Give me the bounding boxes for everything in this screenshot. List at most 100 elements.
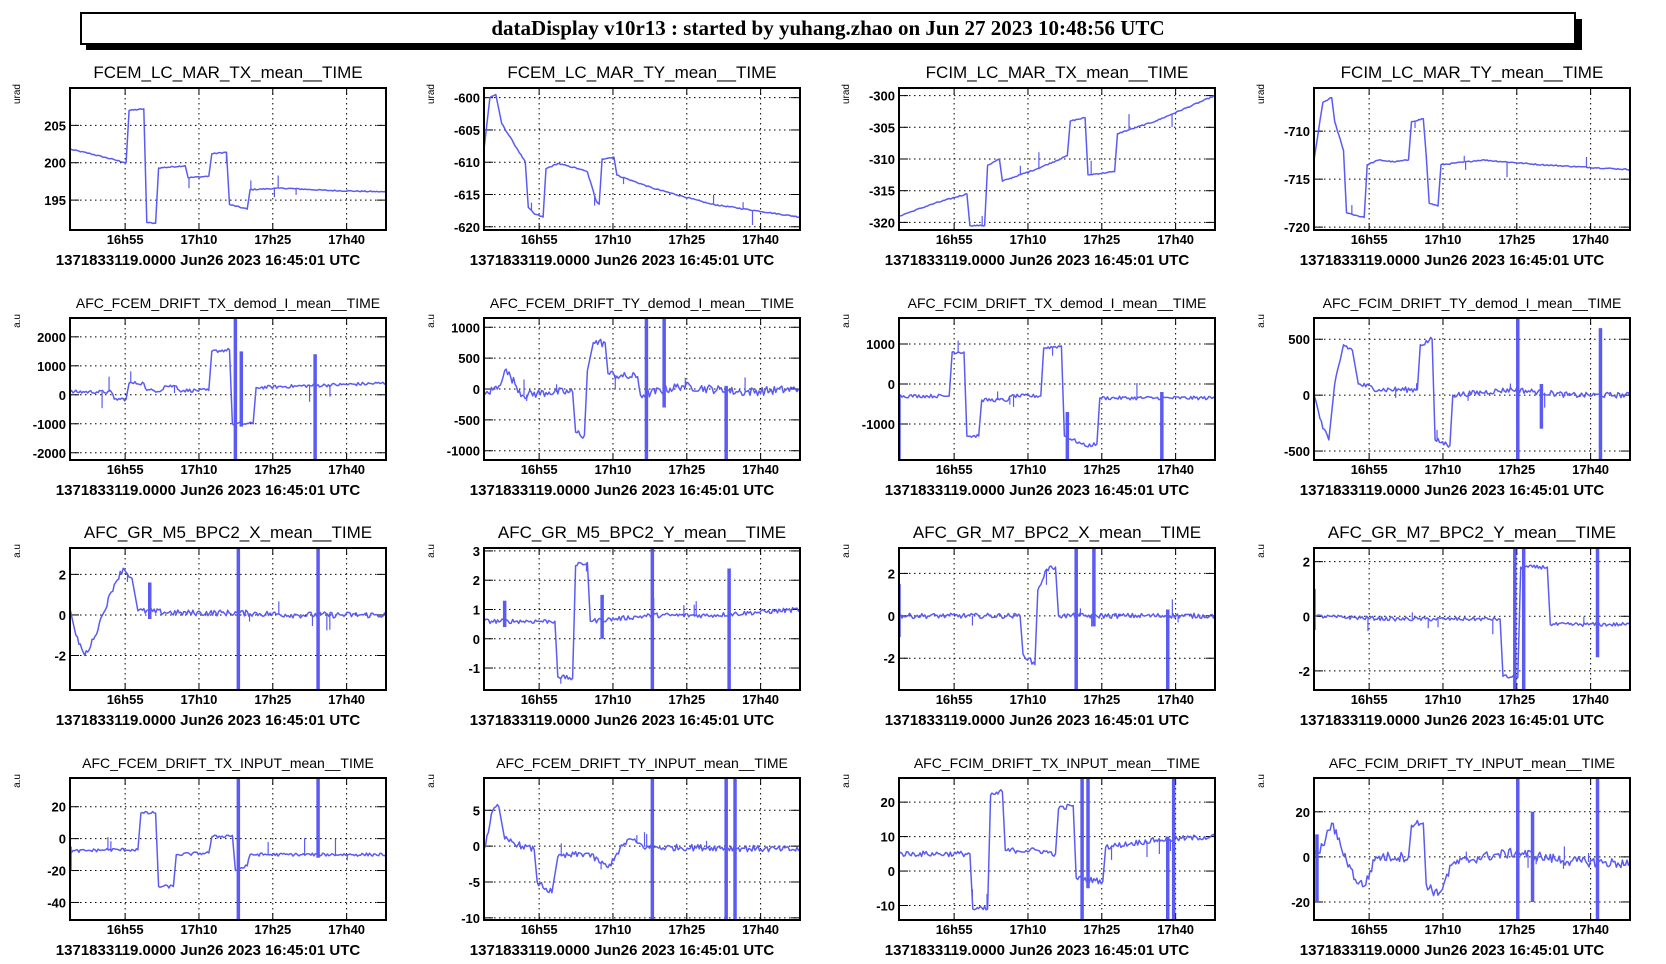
chart-footer-timestamp: 1371833119.0000 Jun26 2023 16:45:01 UTC: [885, 942, 1190, 959]
x-tick-label: 17h40: [328, 692, 365, 707]
x-tick-label: 17h10: [1425, 232, 1462, 247]
x-tick-label: 16h55: [107, 922, 144, 937]
chart-title: AFC_GR_M5_BPC2_Y_mean__TIME: [498, 523, 786, 542]
data-layer: [484, 318, 800, 460]
chart-title: AFC_FCIM_DRIFT_TX_demod_I_mean__TIME: [908, 295, 1207, 311]
y-tick-label: -620: [454, 220, 480, 235]
y-tick-label: -320: [869, 215, 895, 230]
x-tick-label: 17h40: [1157, 692, 1194, 707]
x-tick-label: 16h55: [936, 922, 973, 937]
data-layer: [70, 108, 386, 225]
y-tick-label: -500: [1284, 444, 1310, 459]
chart-panel: AFC_GR_M7_BPC2_X_mean__TIME a.u 16h55 17h10…: [841, 523, 1216, 729]
y-axis-label: a.u: [12, 314, 23, 328]
chart-panel: AFC_GR_M5_BPC2_Y_mean__TIME a.u 16h55 17h10…: [426, 523, 801, 729]
x-tick-label: 17h25: [254, 462, 291, 477]
y-tick-label: -2000: [33, 446, 66, 461]
chart-title: AFC_GR_M7_BPC2_X_mean__TIME: [913, 523, 1201, 542]
x-tick-label: 17h40: [742, 692, 779, 707]
y-axis-label: urad: [12, 84, 23, 104]
x-tick-label: 16h55: [107, 692, 144, 707]
data-layer: [1314, 318, 1630, 460]
plot-frame: [483, 547, 801, 691]
y-axis-label: urad: [841, 84, 852, 104]
y-tick-label: 2000: [37, 330, 66, 345]
y-tick-label: -1000: [33, 417, 66, 432]
y-tick-label: 0: [473, 632, 480, 647]
x-tick-label: 17h25: [668, 462, 705, 477]
chart-panel: AFC_GR_M5_BPC2_X_mean__TIME a.u 16h55 17h10…: [12, 523, 387, 729]
x-tick-label: 17h40: [1157, 232, 1194, 247]
data-layer: [899, 94, 1215, 227]
data-layer: [1314, 548, 1630, 690]
chart-footer-timestamp: 1371833119.0000 Jun26 2023 16:45:01 UTC: [470, 482, 775, 499]
plot-frame: [898, 777, 1216, 921]
x-tick-label: 17h40: [1572, 692, 1609, 707]
y-tick-label: 1000: [866, 337, 895, 352]
y-axis-label: a.u: [12, 544, 23, 558]
series-line: [70, 810, 386, 889]
y-tick-label: 0: [59, 608, 66, 623]
chart-title: FCIM_LC_MAR_TY_mean__TIME: [1341, 63, 1604, 82]
y-tick-label: 0: [59, 832, 66, 847]
chart-title: AFC_GR_M7_BPC2_Y_mean__TIME: [1328, 523, 1616, 542]
x-tick-label: 17h25: [668, 232, 705, 247]
y-axis-label: a.u: [841, 544, 852, 558]
plot-frame: [898, 87, 1216, 231]
x-tick-label: 17h10: [1010, 692, 1047, 707]
x-tick-label: 17h25: [668, 692, 705, 707]
chart-footer-timestamp: 1371833119.0000 Jun26 2023 16:45:01 UTC: [56, 942, 361, 959]
x-tick-label: 17h10: [595, 922, 632, 937]
plot-frame: [898, 547, 1216, 691]
x-tick-label: 16h55: [936, 692, 973, 707]
x-tick-label: 16h55: [1351, 922, 1388, 937]
chart-title: AFC_FCIM_DRIFT_TX_INPUT_mean__TIME: [914, 755, 1200, 771]
y-tick-label: -10: [461, 911, 480, 926]
x-tick-label: 16h55: [521, 922, 558, 937]
x-tick-label: 16h55: [1351, 462, 1388, 477]
chart-title: AFC_FCEM_DRIFT_TY_INPUT_mean__TIME: [496, 755, 788, 771]
chart-panel: AFC_FCIM_DRIFT_TX_demod_I_mean__TIME a.u 1…: [841, 295, 1216, 499]
series-line: [899, 789, 1215, 911]
series-line: [899, 565, 1215, 666]
chart-panel: AFC_FCIM_DRIFT_TY_demod_I_mean__TIME a.u 1…: [1256, 295, 1631, 499]
y-tick-label: -1000: [862, 417, 895, 432]
chart-title: AFC_FCIM_DRIFT_TY_demod_I_mean__TIME: [1323, 295, 1622, 311]
y-tick-label: 2: [473, 573, 480, 588]
series-line: [899, 94, 1215, 227]
y-tick-label: -1: [468, 661, 480, 676]
x-tick-label: 17h10: [1010, 462, 1047, 477]
y-tick-label: -715: [1284, 172, 1310, 187]
x-tick-label: 17h10: [181, 922, 218, 937]
series-line: [899, 345, 1215, 448]
series-line: [484, 93, 800, 218]
chart-panel: AFC_GR_M7_BPC2_Y_mean__TIME a.u 16h55 17h10…: [1256, 523, 1631, 729]
data-layer: [899, 340, 1215, 460]
y-tick-label: -2: [54, 649, 66, 664]
chart-panel: AFC_FCIM_DRIFT_TX_INPUT_mean__TIME a.u 16h…: [841, 755, 1216, 959]
x-tick-label: 16h55: [107, 462, 144, 477]
series-line: [484, 338, 800, 439]
data-layer: [899, 548, 1215, 690]
x-tick-label: 17h10: [181, 692, 218, 707]
y-tick-label: -2: [883, 651, 895, 666]
plot-frame: [69, 547, 387, 691]
y-tick-label: 200: [44, 156, 66, 171]
x-tick-label: 17h10: [1425, 922, 1462, 937]
y-tick-label: 205: [44, 118, 66, 133]
x-tick-label: 17h40: [742, 922, 779, 937]
x-tick-label: 17h25: [1498, 232, 1535, 247]
x-tick-label: 17h40: [1572, 922, 1609, 937]
chart-footer-timestamp: 1371833119.0000 Jun26 2023 16:45:01 UTC: [1300, 942, 1605, 959]
data-layer: [484, 778, 800, 920]
y-tick-label: 195: [44, 193, 66, 208]
y-tick-label: 0: [473, 839, 480, 854]
chart-panel: AFC_FCEM_DRIFT_TY_demod_I_mean__TIME a.u 1…: [426, 295, 801, 499]
series-line: [1314, 336, 1630, 448]
chart-footer-timestamp: 1371833119.0000 Jun26 2023 16:45:01 UTC: [470, 712, 775, 729]
data-layer: [484, 93, 800, 225]
y-tick-label: -40: [47, 895, 66, 910]
y-tick-label: 3: [473, 544, 480, 559]
y-tick-label: -600: [454, 91, 480, 106]
